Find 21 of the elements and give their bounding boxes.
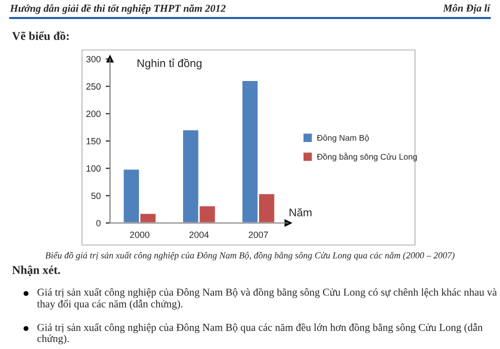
y-tick-label: 300 (86, 56, 101, 62)
y-tick-label: 50 (91, 192, 101, 200)
text: Biểu đồ giá trị sản xuất công nghiệp của Đông Nam Bộ, đồng bằng sông Cửu Long qua các năm (2000 – 2007) (45, 252, 455, 260)
x-tick-label: 2004 (189, 232, 209, 238)
legend-label: Đông Nam Bộ (316, 134, 369, 142)
y-tick-label: 250 (86, 83, 101, 90)
legend-label: Đồng bằng sông Cửu Long (316, 152, 417, 162)
y-tick-label: 150 (86, 138, 101, 144)
text: Giá trị sản xuất công nghiệp của Đông Nam Bộ qua các năm đều lớn hơn đồng bằng sông Cửu Long (dẫn chứng). (37, 323, 483, 344)
y-tick-label: 200 (86, 110, 101, 118)
x-axis-title: Năm (290, 208, 312, 216)
text: Giá trị sản xuất công nghiệp của Đông Nam Bộ và đồng bằng sông Cửu Long có sự chênh lệch khác nhau và thay đổi qua các năm (dẫn chứng). (37, 288, 497, 310)
text: Vẽ biểu đồ: (12, 31, 69, 40)
x-tick-label: 2000 (130, 232, 150, 238)
text: Môn Địa lí (442, 4, 491, 14)
y-axis-title: Nghin tỉ đồng (138, 58, 202, 70)
y-tick-label: 0 (96, 220, 101, 226)
x-tick-label: 2007 (248, 232, 268, 238)
text: Nhận xét. (12, 266, 60, 276)
text: Hướng dẫn giải đề thi tốt nghiệp THPT năm 2012 (10, 4, 226, 14)
y-tick-label: 100 (86, 165, 101, 172)
